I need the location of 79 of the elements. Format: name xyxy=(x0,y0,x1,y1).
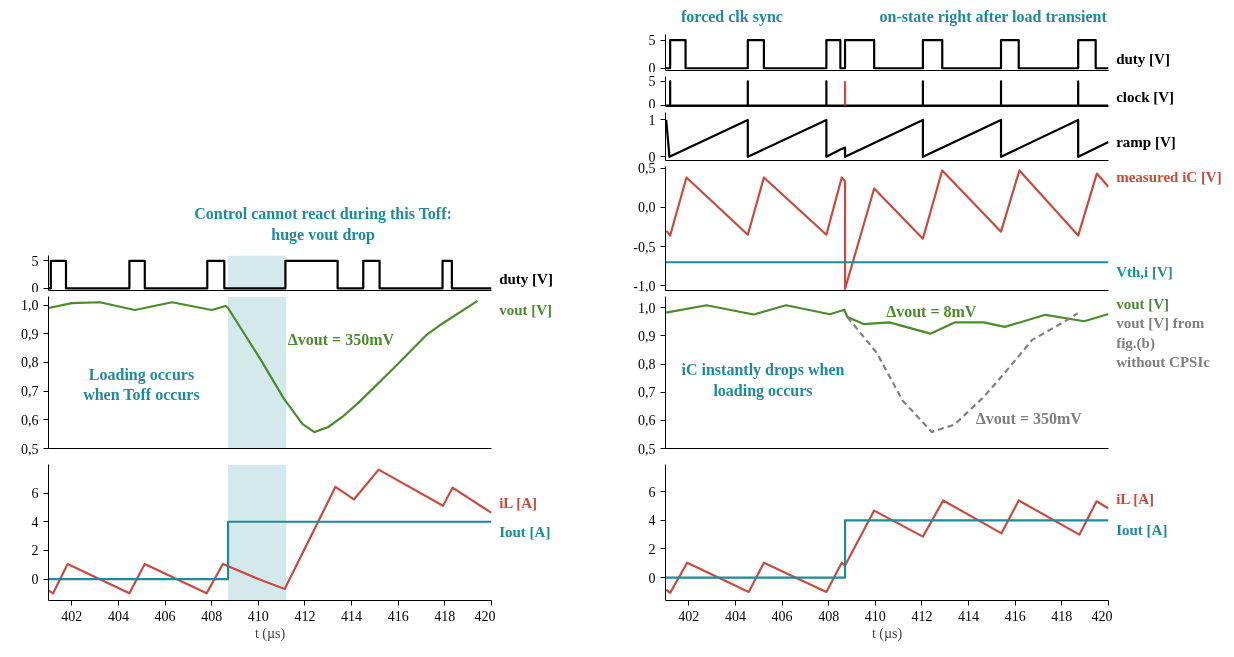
y-tick-label: 6 xyxy=(648,484,656,500)
y-tick-label: 0,7 xyxy=(638,385,656,401)
y-tick-label: 0 xyxy=(648,570,656,586)
x-tick-label: 406 xyxy=(154,608,176,624)
y-tick-label: -1,0 xyxy=(633,278,656,294)
x-tick-label: 414 xyxy=(958,608,980,624)
line-series xyxy=(48,299,479,434)
annotation: Δvout = 350mV xyxy=(287,330,395,348)
y-tick-label: 2 xyxy=(648,541,656,557)
x-tick-label: 418 xyxy=(434,608,456,624)
y-tick-label: 0 xyxy=(648,60,656,76)
x-tick-label: 402 xyxy=(61,608,83,624)
y-tick-label: 0 xyxy=(648,96,656,112)
annotation: iC instantly drops when loading occurs xyxy=(681,361,845,400)
series-label: measured iC [V] xyxy=(1116,168,1222,185)
y-tick-label: -0,5 xyxy=(633,239,656,255)
y-tick-label: 6 xyxy=(31,486,39,502)
y-tick-label: 0,9 xyxy=(21,326,39,342)
y-tick-label: 0,5 xyxy=(638,441,656,457)
series-label: Vth,i [V] xyxy=(1116,264,1173,281)
series-label: iL [A] xyxy=(499,494,538,511)
y-tick-label: 1 xyxy=(648,112,656,128)
series-label: duty [V] xyxy=(1116,51,1170,68)
y-tick-label: 0,6 xyxy=(638,413,656,429)
y-tick-label: 0,7 xyxy=(21,384,39,400)
series-label: Iout [A] xyxy=(499,523,551,540)
text: vout [V] from fig.(b) without CPSIc xyxy=(1116,315,1211,370)
x-tick-label: 410 xyxy=(864,608,886,624)
line-series xyxy=(665,169,1109,291)
y-tick-label: 1,0 xyxy=(21,298,39,314)
x-tick-label: 412 xyxy=(294,608,316,624)
x-tick-label: 404 xyxy=(107,608,129,624)
y-tick-label: 0,0 xyxy=(638,200,656,216)
y-tick-label: 4 xyxy=(648,513,656,529)
x-tick-label: 402 xyxy=(678,608,700,624)
x-tick-label: 410 xyxy=(247,608,269,624)
series-label: clock [V] xyxy=(1116,88,1175,105)
series-label: vout [V] xyxy=(1116,295,1170,312)
series-label: Iout [A] xyxy=(1116,522,1168,539)
annotation: Δvout = 350mV xyxy=(975,409,1083,427)
x-axis-title: t (µs) xyxy=(254,625,286,642)
y-tick-label: 0 xyxy=(31,572,39,588)
x-tick-label: 418 xyxy=(1051,608,1073,624)
x-axis-title: t (µs) xyxy=(871,625,903,642)
text: Control cannot react during this Toff: huge vout drop xyxy=(194,205,452,244)
y-tick-label: 4 xyxy=(31,514,39,530)
x-tick-label: 420 xyxy=(1091,608,1113,624)
x-tick-label: 406 xyxy=(771,608,793,624)
line-series xyxy=(665,499,1109,595)
y-tick-label: 0,5 xyxy=(21,441,39,457)
x-tick-label: 408 xyxy=(201,608,223,624)
x-tick-label: 416 xyxy=(387,608,409,624)
y-tick-label: 2 xyxy=(31,543,39,559)
y-tick-label: 5 xyxy=(648,33,656,49)
x-tick-label: 408 xyxy=(818,608,840,624)
y-tick-label: 5 xyxy=(31,253,39,269)
line-series xyxy=(48,468,492,595)
x-tick-label: 414 xyxy=(341,608,363,624)
series-label: vout [V] xyxy=(499,301,553,318)
y-tick-label: 5 xyxy=(648,74,656,90)
y-tick-label: 0,8 xyxy=(638,357,656,373)
annotation: Δvout = 8mV xyxy=(886,303,977,321)
x-tick-label: 412 xyxy=(911,608,933,624)
y-tick-label: 1,0 xyxy=(638,300,656,316)
y-tick-label: 0,5 xyxy=(638,161,656,177)
y-tick-label: 0,8 xyxy=(21,355,39,371)
y-tick-label: 0,6 xyxy=(21,412,39,428)
annotation: Loading occurs when Toff occurs xyxy=(83,365,200,404)
y-tick-label: 0,9 xyxy=(638,328,656,344)
series-label: duty [V] xyxy=(499,271,553,288)
x-tick-label: 404 xyxy=(724,608,746,624)
x-tick-label: 420 xyxy=(474,608,496,624)
y-tick-label: 0 xyxy=(31,280,39,296)
line-series xyxy=(665,304,1109,335)
series-label: iL [A] xyxy=(1116,490,1155,507)
x-tick-label: 416 xyxy=(1004,608,1026,624)
text: forced clk sync xyxy=(680,8,783,26)
series-label: ramp [V] xyxy=(1116,134,1176,151)
text: on-state right after load transient xyxy=(879,8,1108,26)
